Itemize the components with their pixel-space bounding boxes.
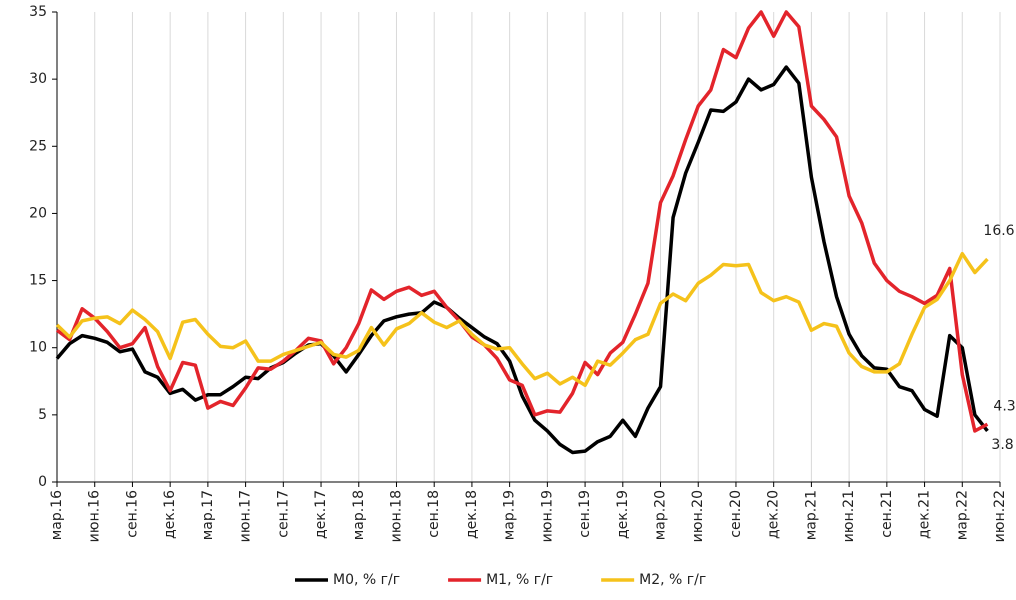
y-tick-label: 15 bbox=[29, 273, 47, 289]
data-label: 16.6 bbox=[983, 223, 1014, 239]
x-tick-label: мар.20 bbox=[653, 490, 669, 540]
y-tick-label: 25 bbox=[29, 138, 47, 154]
x-tick-label: дек.18 bbox=[464, 490, 480, 539]
x-tick-label: сен.18 bbox=[426, 490, 442, 538]
data-label: 3.8 bbox=[991, 437, 1013, 453]
x-tick-label: дек.21 bbox=[917, 490, 933, 539]
x-tick-label: июн.16 bbox=[87, 490, 103, 542]
x-tick-label: июн.21 bbox=[841, 490, 857, 542]
x-tick-label: сен.19 bbox=[577, 490, 593, 538]
x-tick-label: июн.19 bbox=[539, 490, 555, 542]
x-tick-label: июн.17 bbox=[238, 490, 254, 542]
x-tick-label: сен.20 bbox=[728, 490, 744, 538]
x-tick-label: дек.19 bbox=[615, 490, 631, 539]
y-tick-label: 5 bbox=[38, 407, 47, 423]
x-tick-label: сен.17 bbox=[275, 490, 291, 538]
y-tick-label: 20 bbox=[29, 205, 47, 221]
x-tick-label: мар.17 bbox=[200, 490, 216, 540]
data-label: 4.3 bbox=[993, 398, 1015, 414]
legend-label: М1, % г/г bbox=[486, 572, 553, 588]
y-tick-label: 35 bbox=[29, 4, 47, 20]
x-tick-label: мар.22 bbox=[954, 490, 970, 540]
series-line bbox=[55, 65, 989, 455]
x-tick-label: сен.16 bbox=[124, 490, 140, 538]
y-tick-label: 0 bbox=[38, 474, 47, 490]
x-tick-label: мар.18 bbox=[351, 490, 367, 540]
x-tick-label: сен.21 bbox=[879, 490, 895, 538]
x-tick-label: дек.17 bbox=[313, 490, 329, 539]
y-tick-label: 30 bbox=[29, 71, 47, 87]
x-tick-label: июн.22 bbox=[992, 490, 1008, 542]
series-line bbox=[55, 251, 989, 388]
x-tick-label: дек.16 bbox=[162, 490, 178, 539]
legend-label: М2, % г/г bbox=[639, 572, 706, 588]
x-tick-label: июн.20 bbox=[690, 490, 706, 542]
x-tick-label: дек.20 bbox=[766, 490, 782, 539]
x-tick-label: мар.19 bbox=[502, 490, 518, 540]
series-line bbox=[55, 10, 989, 433]
x-tick-label: мар.16 bbox=[49, 490, 65, 540]
y-tick-label: 10 bbox=[29, 340, 47, 356]
x-tick-label: июн.18 bbox=[388, 490, 404, 542]
legend-label: М0, % г/г bbox=[333, 572, 400, 588]
x-tick-label: мар.21 bbox=[803, 490, 819, 540]
